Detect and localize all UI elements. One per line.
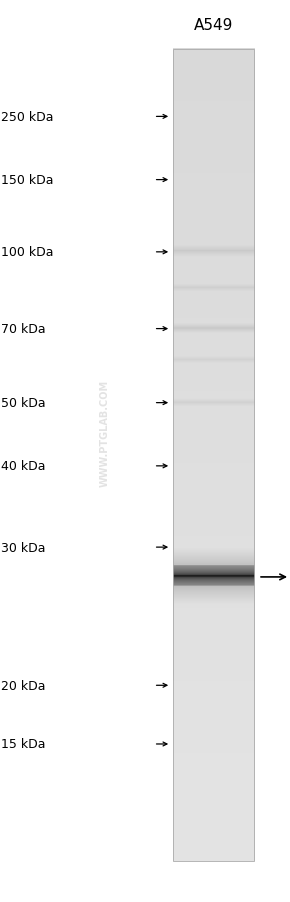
Text: 20 kDa: 20 kDa bbox=[1, 679, 46, 692]
Text: 15 kDa: 15 kDa bbox=[1, 738, 46, 750]
Text: A549: A549 bbox=[193, 18, 233, 32]
Text: 150 kDa: 150 kDa bbox=[1, 174, 54, 187]
Text: 40 kDa: 40 kDa bbox=[1, 460, 46, 473]
Text: 100 kDa: 100 kDa bbox=[1, 246, 54, 259]
Text: 250 kDa: 250 kDa bbox=[1, 111, 54, 124]
Text: 70 kDa: 70 kDa bbox=[1, 323, 46, 336]
Text: 30 kDa: 30 kDa bbox=[1, 541, 46, 554]
Text: WWW.PTGLAB.COM: WWW.PTGLAB.COM bbox=[99, 380, 109, 486]
Text: 50 kDa: 50 kDa bbox=[1, 397, 46, 410]
Bar bbox=[173, 50, 254, 861]
